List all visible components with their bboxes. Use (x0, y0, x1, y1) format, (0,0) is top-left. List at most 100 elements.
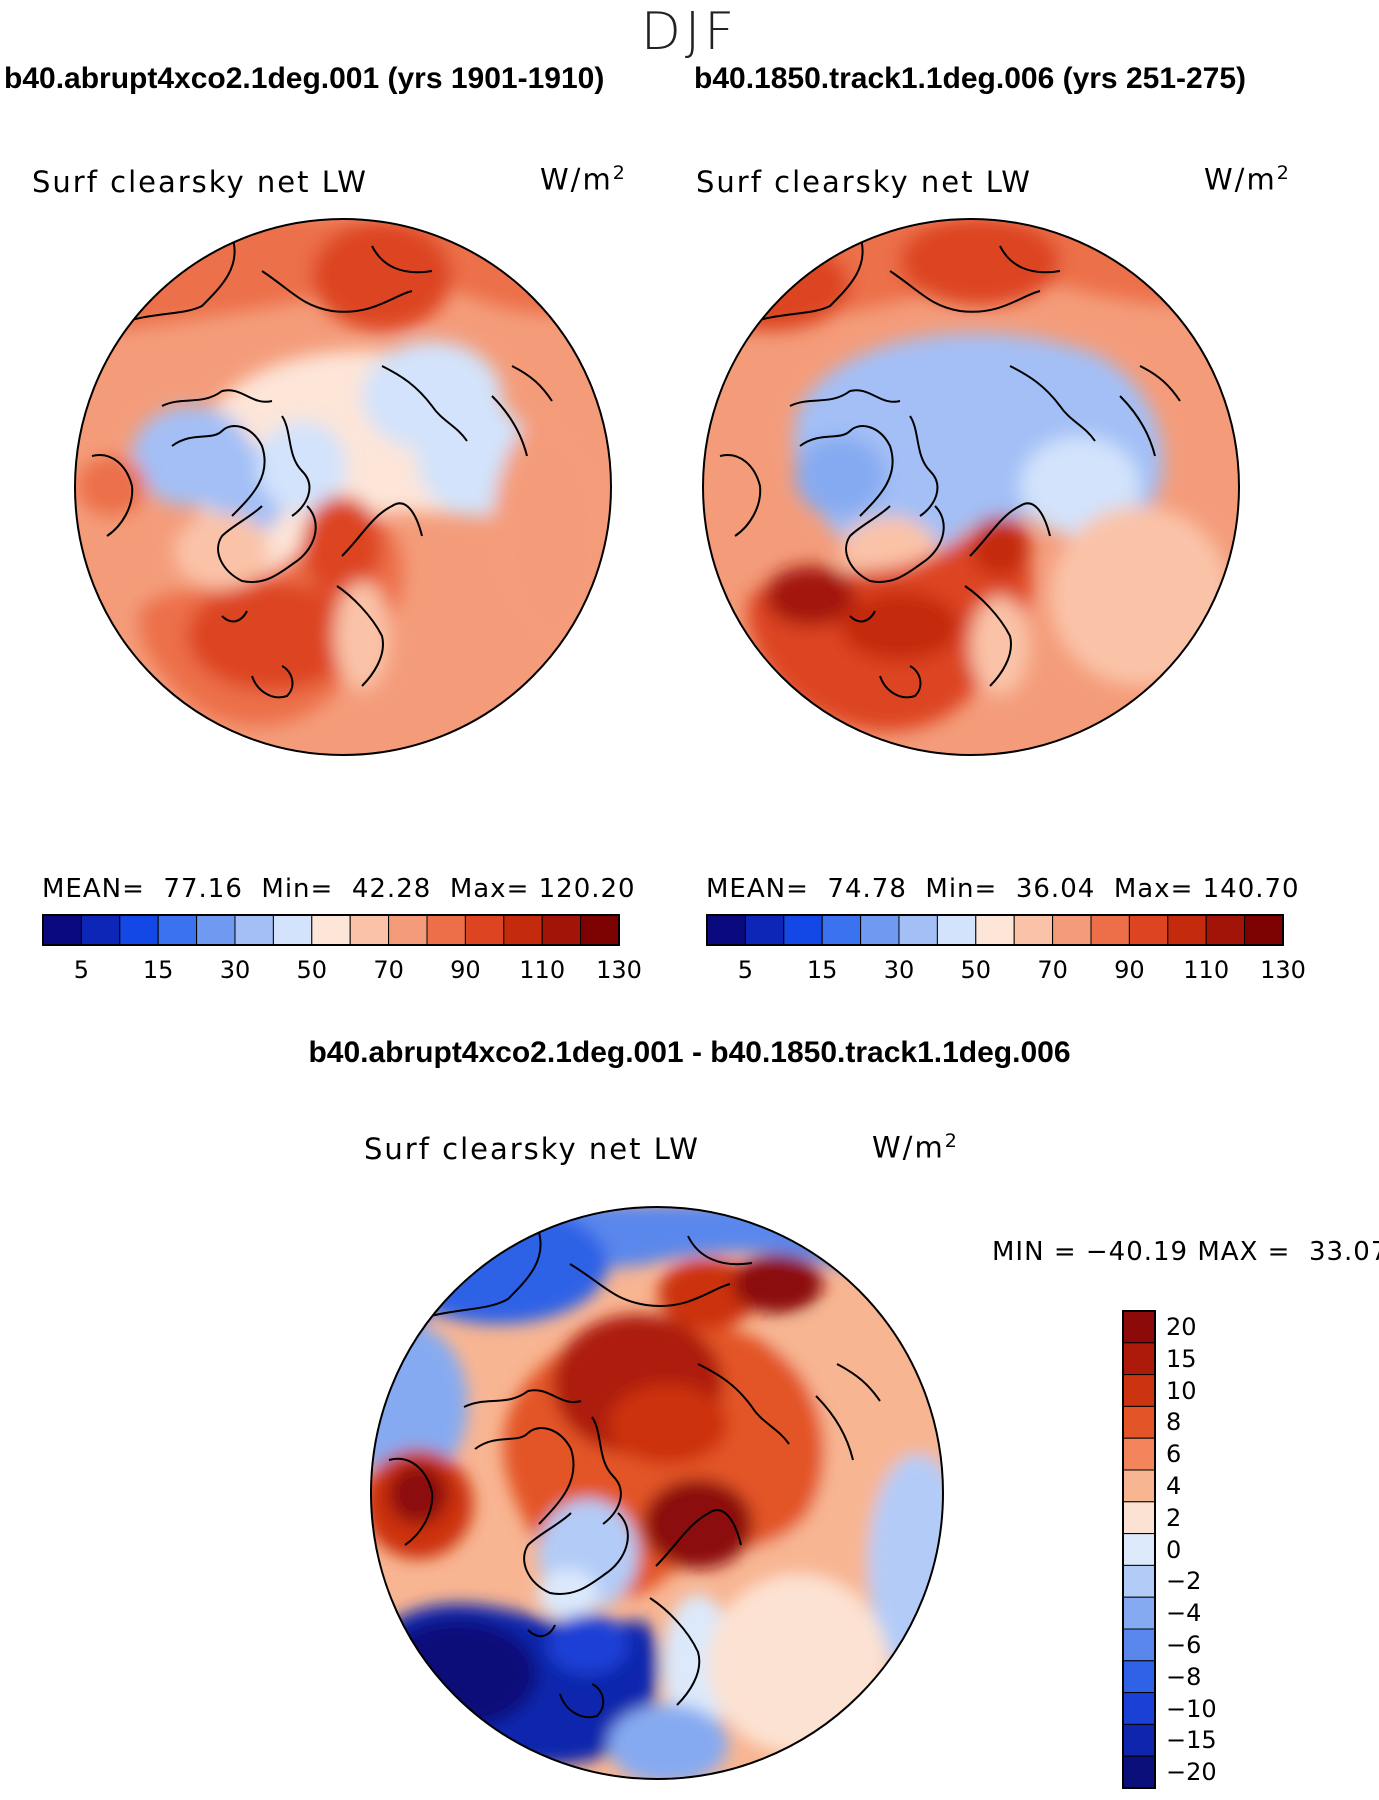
colorbar-difference-tick-label: −4 (1166, 1599, 1202, 1628)
difference-variable-label: Surf clearsky net LW (364, 1132, 700, 1166)
colorbar-right-swatch (1052, 914, 1092, 946)
colorbar-difference-tick-label: 4 (1166, 1471, 1182, 1500)
colorbar-difference-tick-label: −20 (1166, 1758, 1217, 1787)
colorbar-left-swatch (119, 914, 159, 946)
colorbar-left-swatch (196, 914, 236, 946)
colorbar-difference-swatch (1122, 1628, 1156, 1662)
colorbar-difference-swatch (1122, 1692, 1156, 1725)
colorbar-left-swatch (580, 914, 620, 946)
colorbar-difference-swatch (1122, 1533, 1156, 1566)
colorbar-right-swatch (898, 914, 938, 946)
colorbar-right-tick-label: 130 (1260, 956, 1306, 984)
panel-left-stats: MEAN= 77.16 Min= 42.28 Max= 120.20 (42, 874, 636, 904)
colorbar-right-swatch (821, 914, 862, 946)
colorbar-left-swatch (42, 914, 82, 946)
colorbar-difference-tick-label: 20 (1166, 1312, 1197, 1341)
colorbar-left-tick-label: 130 (596, 956, 642, 984)
colorbar-difference-swatch (1122, 1755, 1156, 1789)
colorbar-difference-tick-label: 15 (1166, 1344, 1197, 1373)
colorbar-difference-tick-label: 0 (1166, 1535, 1182, 1564)
colorbar-left-tick-label: 50 (296, 956, 328, 984)
colorbar-left-swatch (349, 914, 390, 946)
colorbar-difference-swatch (1122, 1405, 1156, 1439)
polar-map-abrupt4xco2 (74, 218, 612, 756)
colorbar-left-swatch (388, 914, 428, 946)
colorbar-right-tick-label: 30 (883, 956, 915, 984)
panel-right-units: W/m2 (1204, 162, 1291, 197)
panel-left-variable-label: Surf clearsky net LW (32, 165, 368, 199)
colorbar-left-swatch (80, 914, 121, 946)
colorbar-left-swatch (272, 914, 313, 946)
colorbar-left (42, 914, 620, 946)
difference-title: b40.abrupt4xco2.1deg.001 - b40.1850.trac… (308, 1036, 1071, 1069)
colorbar-right-swatch (1090, 914, 1130, 946)
panel-right-stats: MEAN= 74.78 Min= 36.04 Max= 140.70 (706, 874, 1300, 904)
colorbar-difference-ticks: 20 15 10 8 6 4 2 0 −2 −4 −6 −8 −10 −15 −20 (1166, 1310, 1256, 1790)
colorbar-left-swatch (157, 914, 198, 946)
colorbar-left-swatch (426, 914, 466, 946)
colorbar-left-tick-label: 110 (519, 956, 566, 984)
colorbar-difference-tick-label: −2 (1166, 1567, 1202, 1596)
colorbar-left-tick-label: 90 (450, 956, 481, 984)
colorbar-left-tick-label: 15 (142, 956, 174, 984)
colorbar-left-tick-label: 70 (373, 956, 404, 984)
colorbar-difference-swatch (1122, 1501, 1156, 1535)
colorbar-difference-swatch (1122, 1469, 1156, 1503)
polar-map-difference (370, 1206, 944, 1780)
colorbar-left-swatch (311, 914, 351, 946)
colorbar-left-swatch (234, 914, 274, 946)
colorbar-difference-tick-label: 10 (1166, 1376, 1197, 1405)
colorbar-right-tick-label: 110 (1183, 956, 1230, 984)
colorbar-difference-swatch (1122, 1596, 1156, 1630)
colorbar-difference-tick-label: −6 (1166, 1630, 1202, 1659)
colorbar-right-tick-label: 70 (1037, 956, 1068, 984)
season-title: DJF (640, 2, 739, 62)
panel-left-units: W/m2 (540, 162, 627, 197)
colorbar-difference-swatch (1122, 1374, 1156, 1407)
colorbar-left-swatch (503, 914, 543, 946)
colorbar-left-swatch (541, 914, 582, 946)
colorbar-difference-swatch (1122, 1723, 1156, 1757)
colorbar-right-swatch (1128, 914, 1169, 946)
colorbar-right-swatch (1244, 914, 1284, 946)
colorbar-difference-frame (1122, 1310, 1156, 1789)
colorbar-difference-swatch (1122, 1660, 1156, 1694)
colorbar-difference (1122, 1310, 1156, 1789)
colorbar-right-tick-label: 50 (960, 956, 992, 984)
colorbar-difference-tick-label: −15 (1166, 1726, 1217, 1755)
colorbar-right-swatch (706, 914, 746, 946)
panel-right-variable-label: Surf clearsky net LW (696, 165, 1032, 199)
colorbar-left-ticks: 5 15 30 50 70 90 110 130 (42, 956, 642, 986)
colorbar-difference-tick-label: 2 (1166, 1503, 1182, 1532)
panel-left-title: b40.abrupt4xco2.1deg.001 (yrs 1901-1910) (4, 62, 605, 95)
colorbar-left-tick-label: 30 (219, 956, 251, 984)
colorbar-left-tick-label: 5 (73, 956, 90, 984)
colorbar-right-swatch (860, 914, 900, 946)
colorbar-right-swatch (936, 914, 977, 946)
colorbar-right-swatch (1167, 914, 1207, 946)
colorbar-right-tick-label: 15 (806, 956, 838, 984)
difference-units: W/m2 (872, 1130, 959, 1165)
difference-minmax: MIN = −40.19 MAX = 33.07 (992, 1237, 1379, 1267)
colorbar-difference-tick-label: 8 (1166, 1408, 1182, 1437)
colorbar-right-swatch (744, 914, 785, 946)
colorbar-right-swatch (783, 914, 823, 946)
colorbar-difference-tick-label: −10 (1166, 1694, 1217, 1723)
colorbar-right-ticks: 5 15 30 50 70 90 110 130 (706, 956, 1306, 986)
colorbar-left-frame (42, 914, 620, 946)
colorbar-difference-swatch (1122, 1342, 1156, 1376)
colorbar-difference-tick-label: 6 (1166, 1440, 1182, 1469)
colorbar-difference-swatch (1122, 1564, 1156, 1598)
colorbar-right-frame (706, 914, 1284, 946)
colorbar-left-swatch (464, 914, 505, 946)
colorbar-right-swatch (1013, 914, 1054, 946)
colorbar-difference-tick-label: −8 (1166, 1662, 1202, 1691)
colorbar-difference-swatch (1122, 1310, 1156, 1344)
colorbar-right-tick-label: 5 (737, 956, 754, 984)
colorbar-right-tick-label: 90 (1114, 956, 1145, 984)
colorbar-right-swatch (975, 914, 1015, 946)
colorbar-right-swatch (1205, 914, 1246, 946)
colorbar-right (706, 914, 1284, 946)
polar-map-1850-control (702, 218, 1240, 756)
colorbar-difference-swatch (1122, 1437, 1156, 1471)
